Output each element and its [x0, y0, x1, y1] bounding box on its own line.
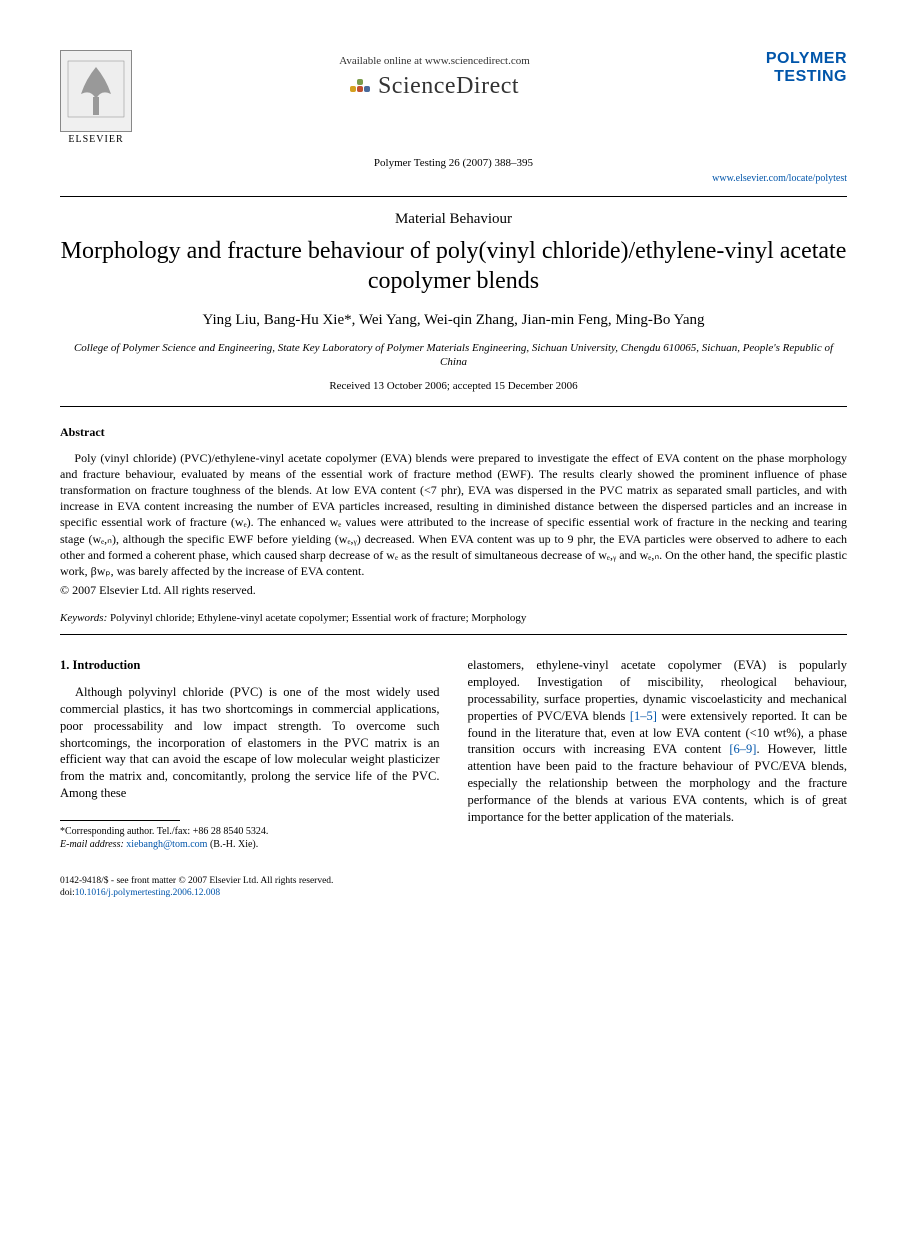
journal-logo-box: POLYMER TESTING: [737, 50, 847, 85]
article-authors: Ying Liu, Bang-Hu Xie*, Wei Yang, Wei-qi…: [60, 312, 847, 329]
citation-line: Polymer Testing 26 (2007) 388–395: [60, 157, 847, 169]
article-category: Material Behaviour: [60, 211, 847, 228]
available-online-text: Available online at www.sciencedirect.co…: [132, 55, 737, 67]
keywords-line: Keywords: Polyvinyl chloride; Ethylene-v…: [60, 612, 847, 624]
body-two-column: 1. Introduction Although polyvinyl chlor…: [60, 657, 847, 851]
page-footer: 0142-9418/$ - see front matter © 2007 El…: [60, 875, 847, 900]
intro-paragraph-left: Although polyvinyl chloride (PVC) is one…: [60, 684, 440, 802]
sciencedirect-icon: [350, 79, 370, 99]
intro-paragraph-right: elastomers, ethylene-vinyl acetate copol…: [468, 657, 848, 826]
article-title: Morphology and fracture behaviour of pol…: [60, 236, 847, 296]
header-row: ELSEVIER Available online at www.science…: [60, 50, 847, 145]
email-author-name: (B.-H. Xie).: [210, 839, 258, 850]
rule-after-keywords: [60, 634, 847, 635]
ref-link-1-5[interactable]: [1–5]: [630, 709, 657, 723]
keywords-label: Keywords:: [60, 612, 107, 624]
center-header: Available online at www.sciencedirect.co…: [132, 50, 737, 100]
left-column: 1. Introduction Although polyvinyl chlor…: [60, 657, 440, 851]
footer-doi-line: doi:10.1016/j.polymertesting.2006.12.008: [60, 887, 847, 899]
abstract-body: Poly (vinyl chloride) (PVC)/ethylene-vin…: [60, 450, 847, 580]
email-label: E-mail address:: [60, 839, 124, 850]
journal-name-line1: POLYMER: [737, 50, 847, 68]
sciencedirect-text: ScienceDirect: [378, 73, 519, 99]
rule-top: [60, 196, 847, 197]
footnote-corresponding: *Corresponding author. Tel./fax: +86 28 …: [60, 825, 440, 838]
keywords-text: Polyvinyl chloride; Ethylene-vinyl aceta…: [107, 612, 526, 624]
footnote-email: E-mail address: xiebangh@tom.com (B.-H. …: [60, 838, 440, 851]
paper-page: ELSEVIER Available online at www.science…: [0, 0, 907, 940]
rule-after-header: [60, 406, 847, 407]
abstract-heading: Abstract: [60, 425, 847, 440]
journal-url[interactable]: www.elsevier.com/locate/polytest: [60, 173, 847, 184]
elsevier-block: ELSEVIER: [60, 50, 132, 145]
right-column: elastomers, ethylene-vinyl acetate copol…: [468, 657, 848, 851]
elsevier-tree-logo: [60, 50, 132, 132]
intro-heading: 1. Introduction: [60, 657, 440, 674]
article-affiliation: College of Polymer Science and Engineeri…: [60, 341, 847, 370]
elsevier-label: ELSEVIER: [60, 134, 132, 145]
abstract-copyright: © 2007 Elsevier Ltd. All rights reserved…: [60, 583, 847, 598]
article-dates: Received 13 October 2006; accepted 15 De…: [60, 380, 847, 392]
sciencedirect-logo: ScienceDirect: [132, 73, 737, 100]
doi-link[interactable]: 10.1016/j.polymertesting.2006.12.008: [75, 888, 220, 898]
ref-link-6-9[interactable]: [6–9]: [729, 742, 756, 756]
footnote-rule: [60, 820, 180, 821]
footer-front-matter: 0142-9418/$ - see front matter © 2007 El…: [60, 875, 847, 887]
journal-name-line2: TESTING: [737, 68, 847, 86]
doi-label: doi:: [60, 888, 75, 898]
email-address[interactable]: xiebangh@tom.com: [124, 839, 210, 850]
